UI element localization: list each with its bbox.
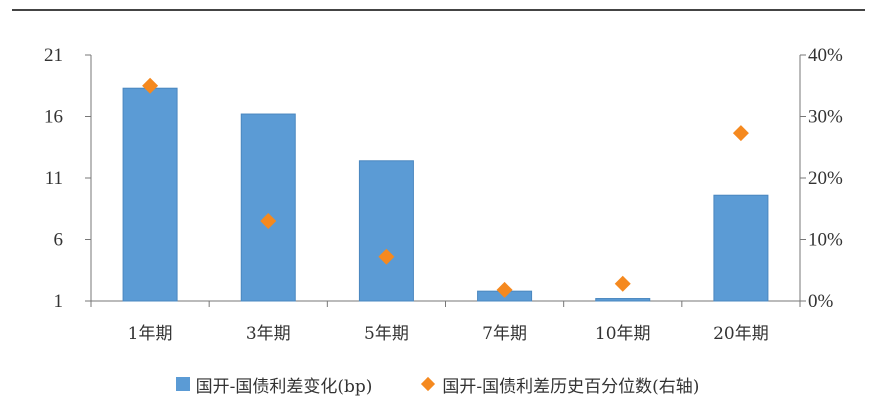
category-label: 3年期 [246,324,291,344]
marker-diamond [260,213,277,230]
right-tick-label: 20% [808,168,843,189]
right-tick-label: 10% [808,230,843,251]
legend-swatch-bar [175,377,190,391]
right-tick-label: 30% [808,107,843,128]
marker-diamond [496,281,513,298]
bar [122,87,178,302]
legend-label-bar: 国开-国债利差变化(bp) [195,376,373,397]
top-rule [12,9,865,11]
bar [358,160,414,302]
legend-item-bar: 国开-国债利差变化(bp) [175,372,373,397]
right-tick-label: 40% [808,45,843,66]
category-label: 7年期 [482,324,527,344]
category-label: 10年期 [595,324,651,344]
marker-diamond [614,275,631,292]
bar [713,194,769,302]
category-label: 1年期 [128,324,173,344]
marker-diamond [142,77,159,94]
bar [240,113,296,302]
right-axis-ticks: 0% 10% 20% 30% 40% [800,45,843,312]
legend-label-marker: 国开-国债利差历史百分位数(右轴) [442,376,700,397]
left-tick-label: 11 [45,168,63,189]
left-tick-label: 1 [54,291,64,312]
marker-diamond [378,248,395,265]
marker-series [142,77,749,298]
category-labels: 1年期 3年期 5年期 7年期 10年期 20年期 [90,301,801,344]
right-tick-label: 0% [808,291,834,312]
legend: 国开-国债利差变化(bp) 国开-国债利差历史百分位数(右轴) [0,369,875,399]
legend-item-marker: 国开-国债利差历史百分位数(右轴) [420,372,699,397]
marker-diamond [732,125,749,142]
bar [595,298,651,302]
left-tick-label: 16 [44,107,63,128]
category-label: 20年期 [713,324,769,344]
category-label: 5年期 [364,324,409,344]
left-tick-label: 6 [54,230,64,251]
left-tick-label: 21 [44,45,63,66]
legend-swatch-diamond [421,376,436,392]
bar-series [122,87,769,302]
